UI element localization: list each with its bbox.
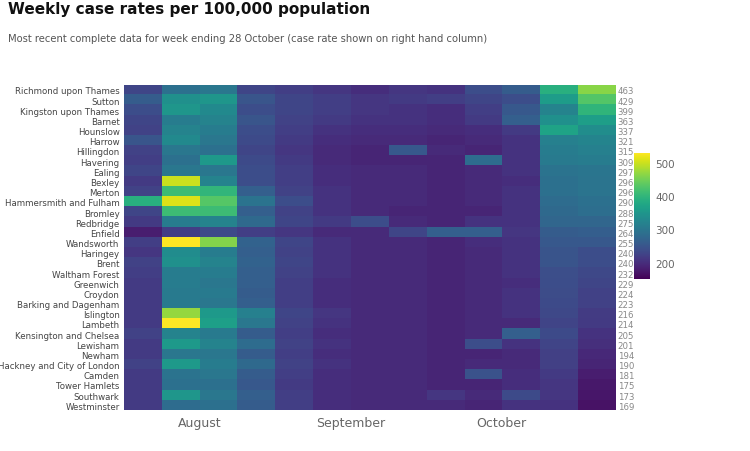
Text: Weekly case rates per 100,000 population: Weekly case rates per 100,000 population [8, 2, 370, 17]
Text: Most recent complete data for week ending 28 October (case rate shown on right h: Most recent complete data for week endin… [8, 34, 487, 44]
